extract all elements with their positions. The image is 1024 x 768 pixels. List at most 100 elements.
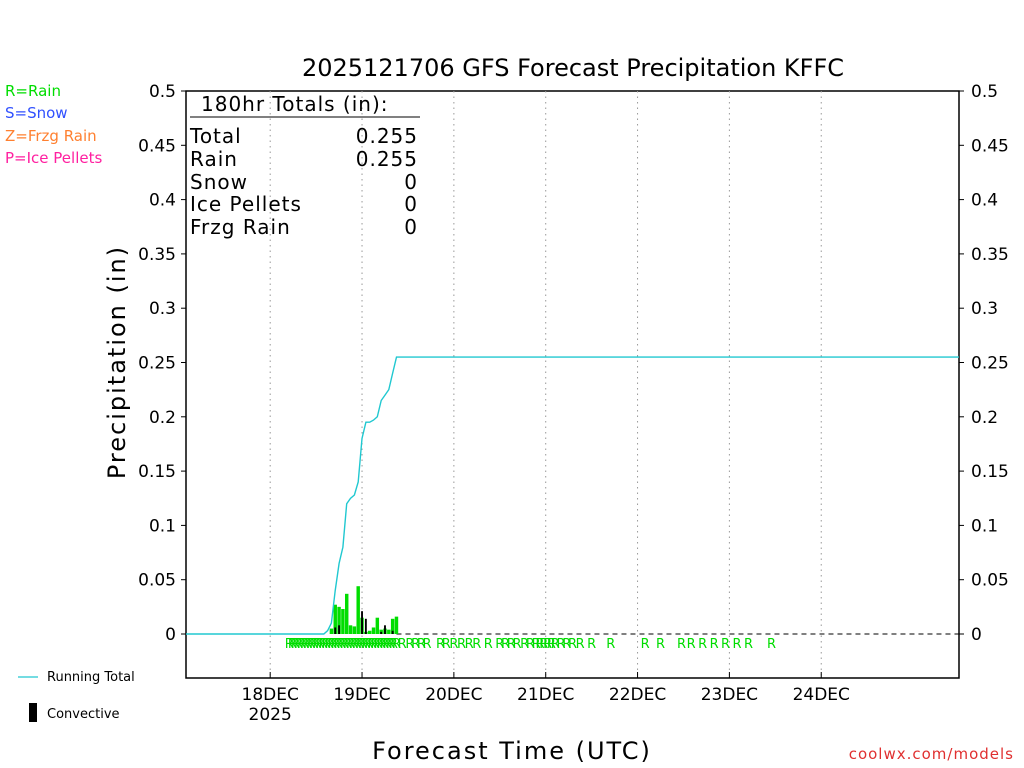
running-total-line xyxy=(186,356,959,635)
totals-value-frzg-rain: 0 xyxy=(404,215,418,239)
y-tick-label-left: 0.4 xyxy=(149,191,176,211)
ptype-marker: R xyxy=(352,637,361,652)
y-axis: 0 00.05 0.050.1 0.10.15 0.150.2 0.20.25 0.250.… xyxy=(138,82,1009,645)
precip-bar xyxy=(337,606,341,634)
ptype-marker: R xyxy=(532,637,541,652)
ptype-marker: R xyxy=(411,637,420,652)
y-tick-label-right: 0.45 xyxy=(971,136,1009,156)
legend-ice-pellets: P=Ice Pellets xyxy=(5,149,103,167)
plot-frame xyxy=(185,90,960,679)
totals-label-frzg-rain: Frzg Rain xyxy=(190,215,291,239)
y-tick-label-left: 0.2 xyxy=(149,408,176,428)
precip-bar xyxy=(348,625,353,634)
ptype-marker: R xyxy=(721,637,730,652)
convective-bar xyxy=(384,625,386,634)
convective-bar xyxy=(391,630,394,634)
ptype-marker: R xyxy=(380,637,389,652)
precip-bar xyxy=(333,604,337,634)
precip-bar xyxy=(341,609,345,634)
ptype-marker: R xyxy=(331,637,340,652)
convective-bar xyxy=(334,627,337,634)
ptype-marker: R xyxy=(343,637,352,652)
precip-bar xyxy=(356,586,360,634)
chart-title: 2025121706 GFS Forecast Precipitation KF… xyxy=(302,54,844,82)
y-tick-label-right: 0.4 xyxy=(971,191,998,211)
ptype-marker: R xyxy=(374,637,383,652)
y-tick-label-left: 0.3 xyxy=(149,299,176,319)
ptype-marker: R xyxy=(309,637,318,652)
convective-legend-swatch xyxy=(29,703,37,722)
ptype-marker: R xyxy=(303,637,312,652)
ptype-marker: R xyxy=(297,637,306,652)
precip-bar xyxy=(394,616,399,634)
convective-bar xyxy=(338,625,341,634)
ptype-marker: R xyxy=(495,637,504,652)
ptype-marker: R xyxy=(539,637,548,652)
totals-value-ice-pellets: 0 xyxy=(404,192,418,216)
ptype-marker: R xyxy=(367,637,376,652)
ptype-marker: R xyxy=(543,637,552,652)
ptype-marker: R xyxy=(417,637,426,652)
ptype-marker: R xyxy=(547,637,556,652)
ptype-marker: R xyxy=(442,637,451,652)
precip-bar xyxy=(367,630,372,634)
ptype-marker: R xyxy=(520,637,529,652)
ptype-marker: R xyxy=(337,637,346,652)
precip-bar xyxy=(375,617,380,634)
ptype-marker: R xyxy=(526,637,535,652)
running-total-series xyxy=(186,356,959,635)
y-tick-label-left: 0.5 xyxy=(149,82,176,102)
x-tick-label: 18DEC xyxy=(242,685,299,705)
convective-bars xyxy=(334,611,394,634)
legend-convective: Convective xyxy=(47,707,120,722)
ptype-marker: R xyxy=(371,637,380,652)
grid-layer xyxy=(269,91,959,678)
totals-label-rain: Rain xyxy=(190,147,238,171)
y-tick-label-right: 0.05 xyxy=(971,571,1009,591)
site-credit[interactable]: coolwx.com/models xyxy=(848,745,1014,763)
ptype-marker: R xyxy=(449,637,458,652)
ptype-marker: R xyxy=(641,637,650,652)
y-tick-label-left: 0.15 xyxy=(138,462,176,482)
ptype-marker: R xyxy=(334,637,343,652)
ptype-marker: R xyxy=(288,637,297,652)
ptype-marker: R xyxy=(556,637,565,652)
ptype-marker: R xyxy=(328,637,337,652)
ptype-marker: R xyxy=(355,637,364,652)
legend-frzg-rain: Z=Frzg Rain xyxy=(5,127,97,145)
ptype-marker: R xyxy=(484,637,493,652)
ptype-marker: R xyxy=(291,637,300,652)
totals-label-snow: Snow xyxy=(190,170,248,194)
y-tick-label-right: 0.1 xyxy=(971,516,998,536)
ptype-marker: R xyxy=(587,637,596,652)
precip-bar xyxy=(390,618,395,634)
ptype-marker: R xyxy=(535,637,544,652)
ptype-marker: R xyxy=(325,637,334,652)
totals-value-rain: 0.255 xyxy=(356,147,418,171)
y-tick-label-right: 0.25 xyxy=(971,354,1009,374)
ptype-marker: R xyxy=(294,637,303,652)
ptype-marker: R xyxy=(405,637,414,652)
ptype-marker: R xyxy=(733,637,742,652)
x-tick-sublabel: 2025 xyxy=(249,705,292,725)
y-tick-label-left: 0.05 xyxy=(138,571,176,591)
x-tick-label: 22DEC xyxy=(609,685,666,705)
y-axis-label: Precipitation (in) xyxy=(103,245,131,479)
ptype-marker: R xyxy=(501,637,510,652)
ptype-marker: R xyxy=(606,637,615,652)
ptype-marker: R xyxy=(386,637,395,652)
ptype-marker: R xyxy=(392,637,401,652)
ptype-marker: R xyxy=(551,637,560,652)
ptype-marker: R xyxy=(300,637,309,652)
ptype-marker: R xyxy=(423,637,432,652)
y-tick-label-left: 0 xyxy=(165,625,176,645)
totals-value-snow: 0 xyxy=(404,170,418,194)
ptype-marker: R xyxy=(364,637,373,652)
ptype-marker: R xyxy=(361,637,370,652)
ptype-marker: R xyxy=(677,637,686,652)
y-tick-label-right: 0.35 xyxy=(971,245,1009,265)
ptype-marker: R xyxy=(656,637,665,652)
ptype-marker: R xyxy=(568,637,577,652)
convective-bar xyxy=(380,631,383,634)
